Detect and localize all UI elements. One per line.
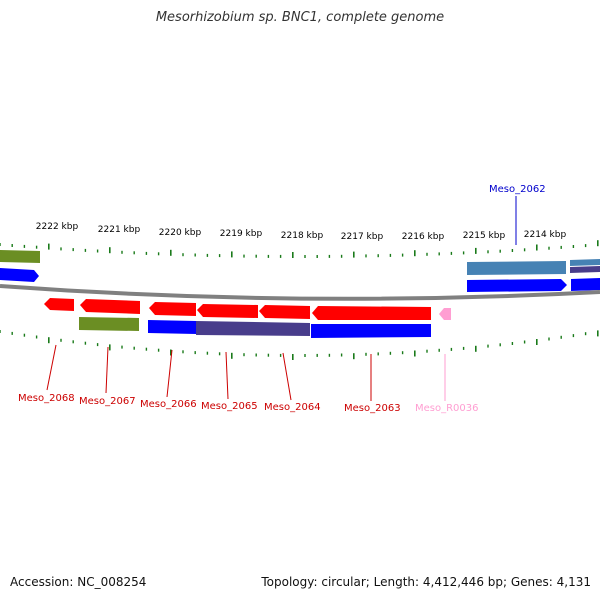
gene-Meso_2068[interactable]	[44, 298, 74, 311]
connector-Meso_2066	[166, 349, 173, 398]
gene-Meso_2064[interactable]	[259, 305, 310, 319]
steelblue-feature-right-edge	[570, 259, 600, 266]
upper-feature-row-right	[467, 259, 600, 292]
gene-Meso_2067[interactable]	[80, 299, 140, 314]
blue-feature-lower-a	[148, 320, 196, 334]
ruler-label-2215: 2215 kbp	[463, 231, 506, 241]
gene-label-Meso_2062[interactable]: Meso_2062	[489, 184, 546, 195]
gene-Meso_R0036[interactable]	[439, 308, 451, 320]
olive-feature-lower	[79, 317, 139, 331]
genome-summary-label: Topology: circular; Length: 4,412,446 bp…	[261, 575, 591, 589]
map-title: Mesorhizobium sp. BNC1, complete genome	[155, 10, 445, 25]
gene-Meso_2066[interactable]	[149, 302, 196, 316]
gene-label-Meso_R0036[interactable]: Meso_R0036	[415, 403, 479, 414]
connector-Meso_2065	[225, 351, 229, 400]
lower-tick-row	[0, 330, 599, 360]
blue-feature-lower-b	[311, 324, 431, 338]
gene-label-Meso_2063[interactable]: Meso_2063	[344, 403, 401, 414]
gene-label-Meso_2067[interactable]: Meso_2067	[79, 396, 136, 407]
gene-labels: Meso_2068 Meso_2067 Meso_2066 Meso_2065 …	[18, 184, 546, 414]
gene-label-Meso_2068[interactable]: Meso_2068	[18, 393, 75, 404]
connector-Meso_2067	[105, 346, 109, 394]
connector-Meso_2068	[46, 344, 57, 391]
ruler-label-2214: 2214 kbp	[524, 230, 567, 240]
gene-label-Meso_2064[interactable]: Meso_2064	[264, 402, 321, 413]
steelblue-feature-2062[interactable]	[467, 261, 566, 275]
ruler-label-2218: 2218 kbp	[281, 231, 324, 241]
accession-label: Accession: NC_008254	[10, 575, 147, 589]
upper-tick-row	[0, 240, 599, 258]
blue-feature-upper-right[interactable]	[467, 279, 567, 292]
gene-Meso_2063[interactable]	[312, 306, 431, 320]
ruler-label-2222: 2222 kbp	[36, 222, 79, 232]
slate-feature-right-edge	[570, 266, 600, 273]
gene-label-Meso_2066[interactable]: Meso_2066	[140, 399, 197, 410]
label-connectors	[46, 196, 517, 401]
genome-backbone	[0, 284, 600, 301]
ruler-label-2221: 2221 kbp	[98, 225, 141, 235]
gene-Meso_2065[interactable]	[197, 304, 258, 318]
slate-feature-lower	[196, 321, 310, 336]
ruler-label-2220: 2220 kbp	[159, 228, 202, 238]
ruler-label-2217: 2217 kbp	[341, 232, 384, 242]
blue-feature-upper-left	[0, 268, 39, 282]
gene-label-Meso_2065[interactable]: Meso_2065	[201, 401, 258, 412]
ruler-labels: 2222 kbp 2221 kbp 2220 kbp 2219 kbp 2218…	[36, 222, 567, 242]
upper-feature-row-left	[0, 250, 40, 282]
blue-feature-upper-right-edge	[571, 278, 600, 291]
ruler-label-2216: 2216 kbp	[402, 232, 445, 242]
olive-feature-upper-left	[0, 250, 40, 263]
connector-Meso_2064	[282, 352, 292, 401]
lower-feature-row	[44, 298, 451, 338]
ruler-label-2219: 2219 kbp	[220, 229, 263, 239]
